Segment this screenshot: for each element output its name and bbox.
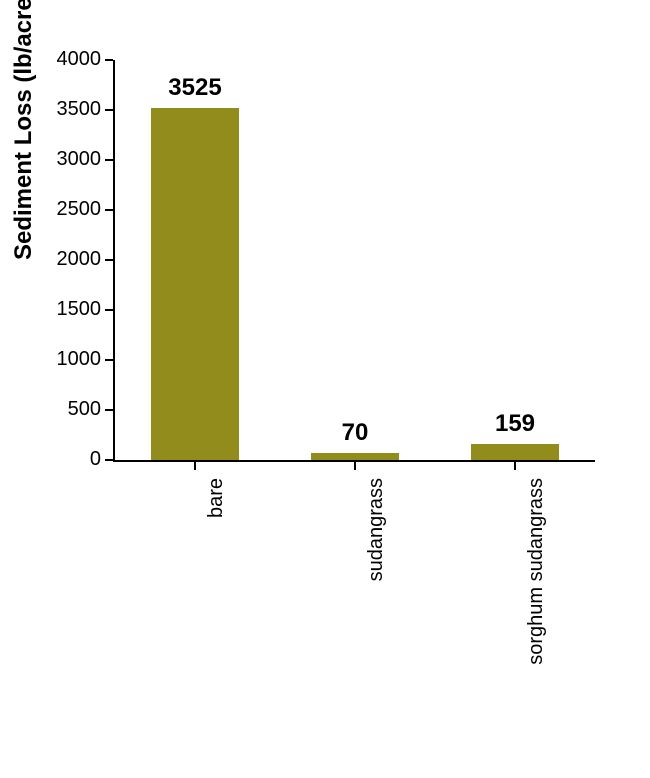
- ytick-label: 2000: [41, 248, 101, 271]
- ytick-mark: [105, 159, 113, 161]
- x-category-label: sorghum sudangrass: [525, 478, 548, 778]
- bar-value-label: 3525: [115, 74, 275, 102]
- ytick-label: 3500: [41, 98, 101, 121]
- ytick-mark: [105, 309, 113, 311]
- bar-value-label: 159: [435, 410, 595, 438]
- ytick-mark: [105, 409, 113, 411]
- ytick-label: 4000: [41, 48, 101, 71]
- ytick-label: 0: [41, 448, 101, 471]
- ytick-mark: [105, 459, 113, 461]
- ytick-label: 1500: [41, 298, 101, 321]
- xtick-mark: [514, 462, 516, 470]
- x-category-label: sudangrass: [365, 478, 388, 778]
- x-category-label: bare: [205, 478, 228, 778]
- bar: [471, 444, 559, 460]
- ytick-mark: [105, 59, 113, 61]
- xtick-mark: [354, 462, 356, 470]
- bar: [151, 108, 239, 461]
- ytick-mark: [105, 109, 113, 111]
- bar-value-label: 70: [275, 419, 435, 447]
- ytick-label: 2500: [41, 198, 101, 221]
- ytick-label: 3000: [41, 148, 101, 171]
- ytick-mark: [105, 359, 113, 361]
- plot-area: 050010001500200025003000350040003525bare…: [115, 60, 595, 460]
- ytick-label: 500: [41, 398, 101, 421]
- xtick-mark: [194, 462, 196, 470]
- ytick-label: 1000: [41, 348, 101, 371]
- ytick-mark: [105, 259, 113, 261]
- ytick-mark: [105, 209, 113, 211]
- sediment-loss-bar-chart: Sediment Loss (lb/acre) 0500100015002000…: [0, 0, 650, 714]
- y-axis: [113, 60, 115, 462]
- bar: [311, 453, 399, 460]
- y-axis-label: Sediment Loss (lb/acre): [10, 0, 38, 260]
